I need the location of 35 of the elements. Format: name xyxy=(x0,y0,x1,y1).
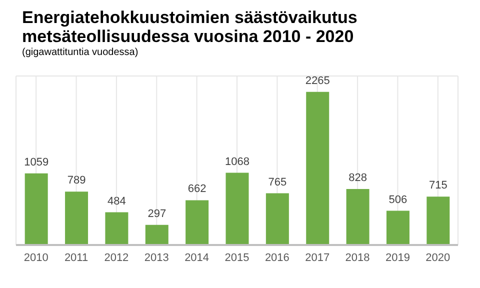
bar xyxy=(386,210,410,245)
data-label: 1068 xyxy=(225,156,250,168)
x-tick-label: 2012 xyxy=(104,252,129,264)
x-tick-label: 2017 xyxy=(305,252,330,264)
x-tick-label: 2020 xyxy=(426,252,450,264)
x-tick-label: 2011 xyxy=(64,252,88,264)
bar xyxy=(266,193,289,245)
x-tick-label: 2013 xyxy=(144,252,169,264)
bar xyxy=(145,224,168,245)
x-tick-label: 2014 xyxy=(184,252,210,264)
chart-title: Energiatehokkuustoimien säästövaikutus metsäteollisuudessa vuosina 2010 - 2020 xyxy=(21,8,358,46)
bar xyxy=(426,196,450,245)
data-label: 297 xyxy=(148,208,166,220)
x-tick-label: 2016 xyxy=(264,252,290,264)
bar xyxy=(105,212,128,245)
chart-subtitle: (gigawattituntia vuodessa) xyxy=(21,47,140,58)
bar xyxy=(65,192,88,245)
bar xyxy=(346,189,370,245)
bar xyxy=(186,200,209,245)
x-tick-label: 2018 xyxy=(345,252,370,264)
data-label: 662 xyxy=(188,183,206,196)
data-label: 506 xyxy=(388,194,408,206)
data-label: 1059 xyxy=(24,156,49,168)
data-label: 484 xyxy=(108,195,126,208)
x-tick-label: 2019 xyxy=(385,252,410,264)
data-label: 715 xyxy=(428,180,448,192)
bar xyxy=(24,173,48,245)
bar xyxy=(306,92,330,245)
data-label: 828 xyxy=(348,172,367,184)
data-label: 789 xyxy=(67,174,86,187)
x-tick-label: 2015 xyxy=(224,252,250,264)
data-label: 2265 xyxy=(305,74,330,87)
x-tick-label: 2010 xyxy=(24,252,48,264)
data-label: 765 xyxy=(268,176,287,188)
bar xyxy=(226,172,249,245)
